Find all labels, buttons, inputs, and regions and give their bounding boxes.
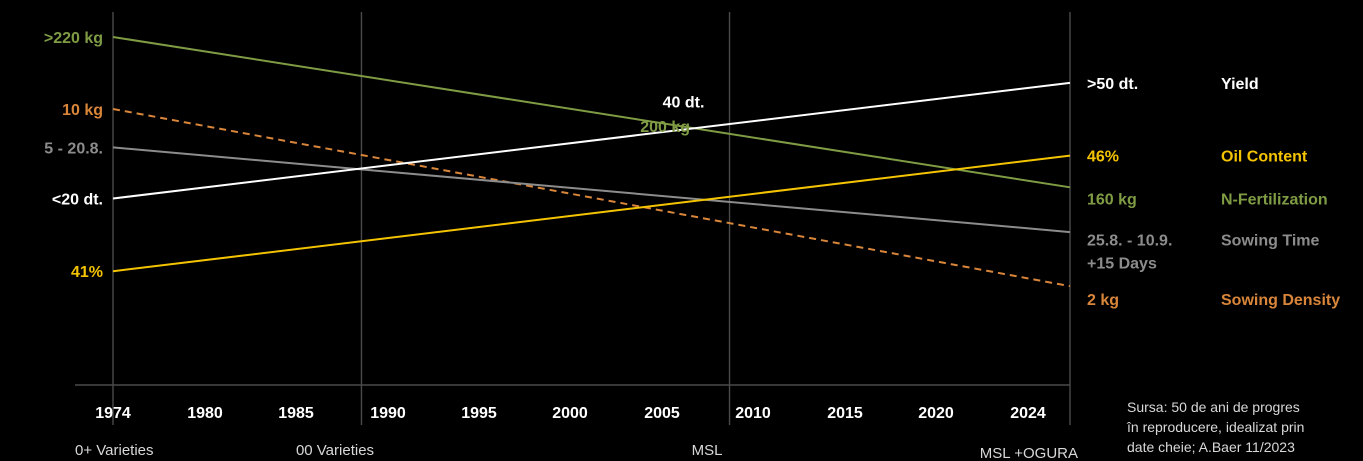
era-label-msl: MSL	[692, 442, 723, 459]
series-line-sowing-density	[112, 107, 1071, 288]
series-name-yield: Yield	[1221, 76, 1259, 93]
end-label-sowing-density: 2 kg	[1087, 292, 1119, 309]
x-tick-1980: 1980	[187, 405, 223, 422]
source-note: Sursa: 50 de ani de progres în reproducer…	[1126, 399, 1304, 455]
start-label-n-fertilization: >220 kg	[44, 30, 103, 47]
x-tick-2010: 2010	[735, 405, 771, 422]
end-label-oil-content: 46%	[1087, 149, 1119, 166]
series-name-oil-content: Oil Content	[1221, 149, 1308, 166]
source-line-2: în reproducere, idealizat prin	[1126, 419, 1304, 435]
x-axis: 0+ Varieties 00 Varieties MSL MSL +OGURA 197…	[75, 405, 1078, 461]
series-name-n-fertilization: N-Fertilization	[1221, 192, 1328, 209]
x-tick-2020: 2020	[918, 405, 954, 422]
era-label-00-varieties: 00 Varieties	[296, 442, 374, 459]
series-line-n-fertilization	[112, 36, 1071, 189]
x-tick-2005: 2005	[644, 405, 680, 422]
x-tick-2024: 2024	[1010, 405, 1046, 422]
series-line-sowing-time	[112, 146, 1071, 234]
source-line-1: Sursa: 50 de ani de progres	[1127, 399, 1300, 415]
end-label-yield: >50 dt.	[1087, 76, 1138, 93]
series-name-sowing-time: Sowing Time	[1221, 233, 1319, 250]
label-layer: >220 kg 160 kg N-Fertilization 200 kg 10 kg 2…	[44, 30, 1340, 309]
x-tick-1974: 1974	[95, 405, 131, 422]
era-label-msl-ogura: MSL +OGURA	[980, 445, 1078, 461]
x-tick-1990: 1990	[370, 405, 406, 422]
start-label-oil-content: 41%	[71, 264, 103, 281]
mid-label-n-fertilization: 200 kg	[640, 119, 690, 136]
x-tick-1985: 1985	[278, 405, 314, 422]
source-line-3: date cheie; A.Baer 11/2023	[1127, 439, 1295, 455]
grid-layer	[75, 12, 1071, 425]
era-label-0-varieties: 0+ Varieties	[75, 442, 154, 459]
end-label-n-fertilization: 160 kg	[1087, 192, 1137, 209]
x-tick-2000: 2000	[552, 405, 588, 422]
start-label-sowing-time: 5 - 20.8.	[44, 140, 103, 157]
end-label-sowing-time: 25.8. - 10.9.	[1087, 233, 1172, 250]
series-line-yield	[112, 81, 1071, 200]
series-layer	[112, 36, 1071, 288]
series-name-sowing-density: Sowing Density	[1221, 292, 1340, 309]
x-tick-2015: 2015	[827, 405, 863, 422]
mid-label-yield: 40 dt.	[663, 95, 705, 112]
x-tick-1995: 1995	[461, 405, 497, 422]
start-label-sowing-density: 10 kg	[62, 102, 103, 119]
end-label-2-sowing-time: +15 Days	[1087, 256, 1157, 273]
start-label-yield: <20 dt.	[52, 192, 103, 209]
series-line-oil-content	[112, 154, 1071, 273]
